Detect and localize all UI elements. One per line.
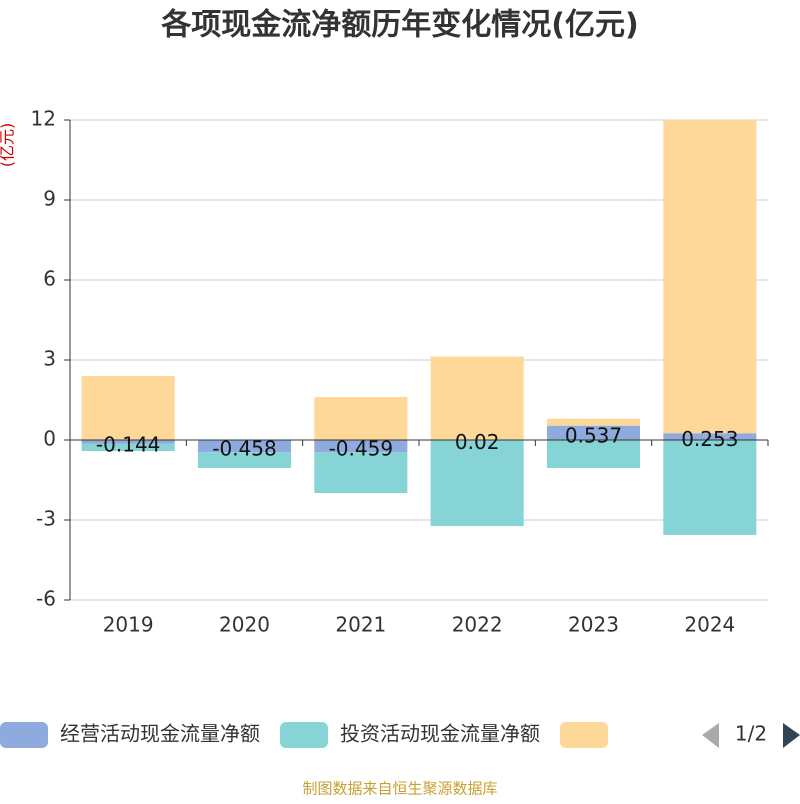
- x-tick-label: 2022: [452, 613, 503, 637]
- bar: [663, 433, 757, 440]
- bar: [430, 440, 524, 527]
- y-axis-label: (亿元): [0, 123, 17, 168]
- bar: [314, 440, 408, 453]
- x-tick-label: 2024: [684, 613, 735, 637]
- data-label: 0.02: [455, 430, 500, 454]
- y-tick-label: 6: [43, 267, 56, 291]
- bar: [546, 440, 641, 468]
- bar: [81, 443, 175, 452]
- legend-swatch[interactable]: [0, 722, 48, 748]
- legend-page: 1/2: [735, 722, 767, 746]
- y-tick-label: -6: [36, 587, 56, 611]
- legend-swatch[interactable]: [560, 722, 608, 748]
- x-tick-label: 2023: [568, 613, 619, 637]
- legend-next[interactable]: [783, 723, 800, 748]
- bar: [663, 119, 757, 434]
- bar: [197, 440, 292, 453]
- bar: [314, 452, 408, 494]
- bar: [81, 376, 175, 440]
- bar: [314, 397, 408, 440]
- bar: [197, 452, 292, 468]
- data-label: 0.537: [565, 423, 622, 447]
- bar: [546, 425, 641, 440]
- legend-prev[interactable]: [702, 723, 719, 748]
- y-tick-label: 9: [43, 187, 56, 211]
- y-tick-label: 0: [43, 427, 56, 451]
- legend-label: 经营活动现金流量净额: [60, 722, 260, 746]
- legend-swatch[interactable]: [280, 722, 328, 748]
- bar: [430, 356, 524, 440]
- data-label: 0.253: [681, 427, 738, 451]
- y-tick-label: 3: [43, 347, 56, 371]
- bar: [663, 440, 757, 535]
- data-label: -0.144: [96, 432, 160, 456]
- chart-title: 各项现金流净额历年变化情况(亿元): [160, 8, 638, 43]
- data-label: -0.459: [329, 437, 393, 461]
- legend-label: 投资活动现金流量净额: [340, 722, 540, 746]
- source-note: 制图数据来自恒生聚源数据库: [302, 780, 497, 798]
- x-tick-label: 2021: [335, 613, 386, 637]
- bar: [81, 440, 175, 444]
- x-tick-label: 2019: [103, 613, 154, 637]
- y-tick-label: -3: [36, 507, 56, 531]
- y-tick-label: 12: [31, 107, 56, 131]
- bar: [546, 418, 641, 426]
- data-label: -0.458: [212, 437, 276, 461]
- x-tick-label: 2020: [219, 613, 270, 637]
